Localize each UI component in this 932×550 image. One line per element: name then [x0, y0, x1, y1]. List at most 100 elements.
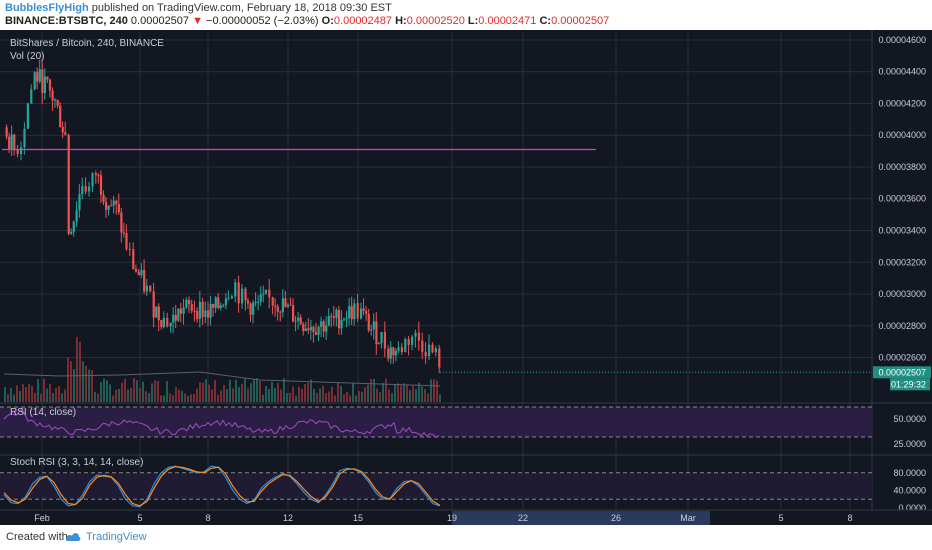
price-tick-label: 0.00004200 — [878, 98, 926, 108]
price-tick-label: 0.00002800 — [878, 321, 926, 331]
price-value: 0.00002507 — [130, 15, 190, 27]
time-tick-label: 19 — [447, 513, 457, 523]
candle-body — [367, 313, 370, 331]
volume-bar — [415, 388, 417, 402]
ohlc-line: BINANCE:BTSBTC, 240 0.00002507 ▼ −0.0000… — [5, 15, 609, 27]
volume-bar — [436, 380, 438, 402]
candle-body — [201, 301, 204, 318]
candle-body — [389, 347, 392, 359]
volume-bar — [238, 387, 240, 402]
candle-body — [102, 194, 105, 203]
candle-body — [345, 317, 348, 320]
candle-body — [370, 329, 373, 331]
volume-bar — [244, 378, 246, 402]
author-link[interactable]: BubblesFlyHigh — [5, 2, 89, 14]
chart-title: BitShares / Bitcoin, 240, BINANCE — [10, 38, 164, 49]
stoch-tick-label: 40.0000 — [893, 485, 926, 495]
volume-bar — [142, 381, 144, 402]
volume-bar — [418, 382, 420, 402]
candle-body — [112, 200, 115, 206]
candle-body — [209, 304, 212, 318]
chart-canvas[interactable]: 0.00004600 0.00004400 0.00004200 0.00004000… — [0, 30, 932, 525]
low-label: L: — [467, 15, 479, 27]
stoch-d-line — [3, 465, 441, 507]
candle-body — [81, 186, 84, 195]
volume-legend: Vol (20) — [10, 51, 45, 62]
candle-body — [145, 285, 148, 292]
volume-bar — [19, 390, 21, 402]
volume-bar — [277, 383, 279, 402]
candle-body — [387, 348, 390, 359]
close-label: C: — [539, 15, 552, 27]
candle-body — [162, 317, 165, 328]
candle-body — [46, 76, 49, 80]
candle-body — [431, 344, 434, 353]
candle-body — [227, 298, 230, 300]
volume-bar — [421, 386, 423, 402]
candle-body — [380, 331, 383, 344]
change-value: −0.00000052 (−2.03%) — [206, 15, 319, 27]
candle-body — [274, 305, 277, 307]
candle-body — [72, 221, 75, 232]
volume-bar — [214, 380, 216, 402]
volume-bar — [394, 384, 396, 402]
volume-bar — [433, 379, 435, 402]
candle-body — [372, 321, 375, 330]
candle-body — [190, 304, 193, 311]
candle-body — [297, 317, 300, 321]
volume-bar — [43, 378, 45, 402]
volume-bar — [241, 383, 243, 402]
candle-body — [107, 205, 110, 210]
candle-body — [400, 347, 403, 353]
candle-body — [13, 134, 16, 151]
volume-ma-line — [3, 371, 441, 387]
tradingview-link[interactable]: TradingView — [86, 531, 147, 543]
volume-bar — [286, 393, 288, 402]
candle-body — [428, 344, 431, 357]
publish-line: BubblesFlyHigh published on TradingView.… — [5, 2, 392, 14]
time-range-highlight — [452, 511, 710, 525]
price-tick-label: 0.00004400 — [878, 67, 926, 77]
volume-bar — [409, 389, 411, 402]
volume-bar — [76, 337, 78, 402]
volume-bar — [55, 387, 57, 402]
volume-bar — [400, 385, 402, 402]
candle-body — [424, 351, 427, 357]
candle-body — [59, 105, 62, 127]
volume-bar — [280, 389, 282, 402]
stoch-tick-label: 0.0000 — [898, 503, 926, 513]
volume-bar — [169, 393, 171, 402]
tradingview-logo-icon — [66, 533, 81, 541]
time-tick-label: 12 — [283, 513, 293, 523]
candle-body — [91, 173, 94, 187]
volume-bar — [397, 383, 399, 402]
candle-body — [23, 128, 26, 148]
volume-bar — [124, 378, 126, 402]
candle-body — [43, 76, 46, 94]
candle-body — [289, 304, 292, 306]
volume-bar — [334, 395, 336, 402]
volume-bar — [424, 389, 426, 402]
candle-body — [360, 308, 363, 319]
rsi-legend: RSI (14, close) — [10, 407, 77, 418]
volume-bar — [94, 391, 96, 402]
volume-bar — [64, 389, 66, 402]
volume-bar — [160, 395, 162, 402]
chart-area[interactable]: 0.00004600 0.00004400 0.00004200 0.00004000… — [0, 30, 932, 525]
candle-body — [155, 306, 158, 318]
volume-bar — [103, 378, 105, 402]
volume-bar — [262, 394, 264, 402]
candle-body — [140, 270, 143, 276]
volume-bar — [298, 386, 300, 402]
candle-body — [246, 300, 250, 304]
candle-body — [337, 309, 341, 329]
candle-body — [212, 304, 215, 308]
volume-bar — [232, 388, 234, 402]
volume-bar — [181, 390, 183, 402]
stoch-rsi-legend: Stoch RSI (3, 3, 14, 14, close) — [10, 457, 144, 468]
symbol-label: BINANCE:BTSBTC, 240 — [5, 15, 128, 27]
volume-bar — [136, 380, 138, 402]
candle-body — [88, 186, 91, 192]
candle-body — [120, 212, 123, 233]
volume-bar — [112, 395, 114, 402]
